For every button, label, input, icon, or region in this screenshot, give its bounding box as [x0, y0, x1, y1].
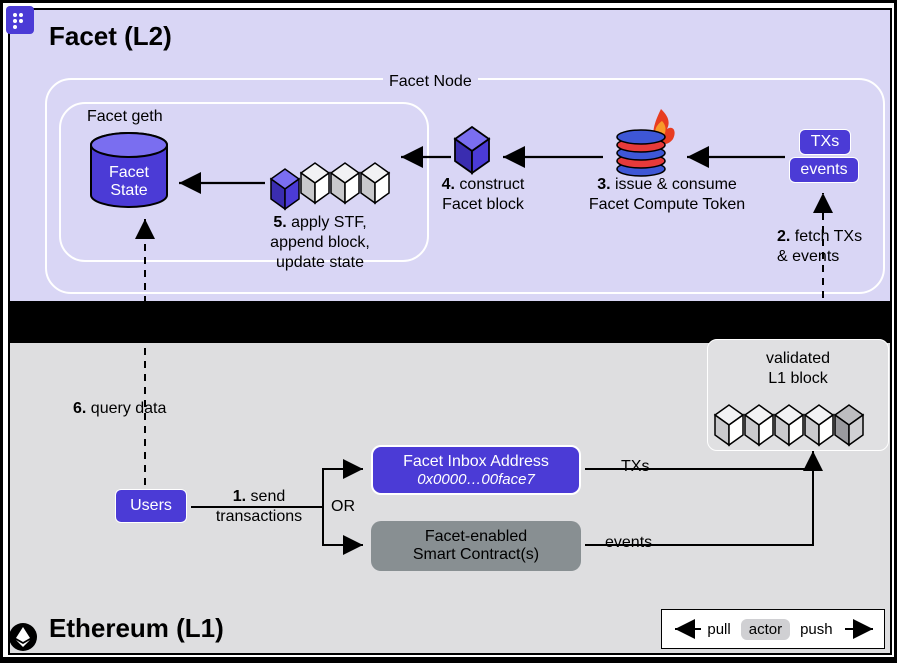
legend-box: pull actor push	[661, 609, 885, 649]
legend-pull: pull	[707, 621, 730, 638]
legend-actor: actor	[741, 619, 790, 640]
legend-push: push	[800, 621, 833, 638]
l1-arrows	[3, 3, 897, 663]
ethereum-badge-icon	[9, 623, 37, 651]
legend-push-arrow-icon	[843, 621, 879, 637]
legend-pull-arrow-icon	[667, 621, 703, 637]
facet-badge-icon	[6, 6, 34, 34]
